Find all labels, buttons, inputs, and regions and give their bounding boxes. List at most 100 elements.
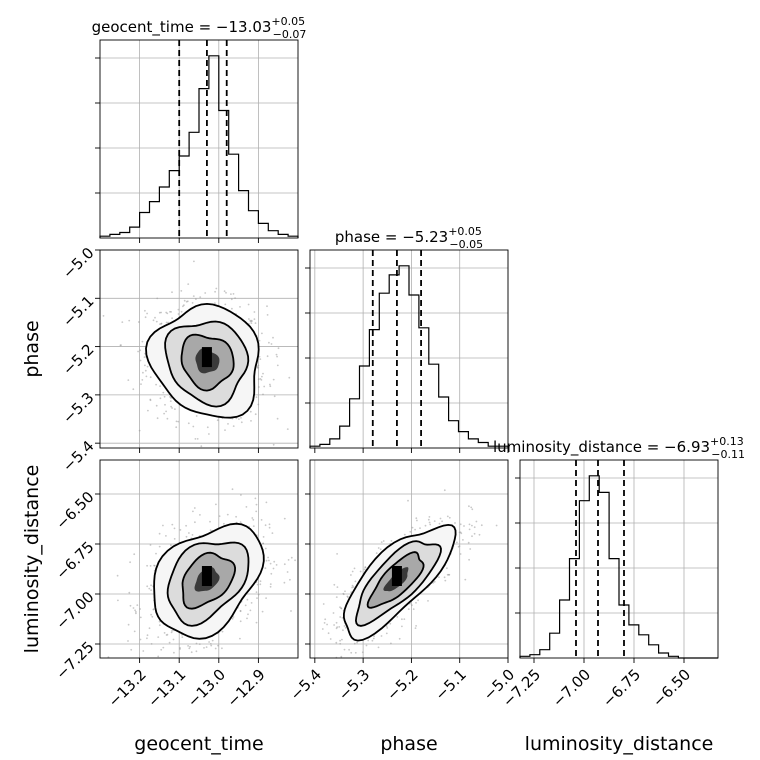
scatter-point [401, 625, 403, 628]
scatter-point [266, 305, 268, 308]
scatter-point [249, 410, 252, 413]
scatter-point [438, 576, 440, 578]
scatter-point [193, 260, 195, 263]
scatter-point [232, 293, 235, 295]
scatter-point [127, 379, 130, 381]
scatter-point [254, 413, 257, 416]
scatter-point [117, 599, 119, 602]
scatter-point [153, 564, 156, 567]
scatter-point [261, 375, 263, 378]
scatter-point [462, 539, 464, 541]
scatter-point [269, 585, 272, 588]
scatter-point [239, 306, 241, 308]
scatter-point [246, 617, 248, 620]
scatter-point [141, 379, 144, 381]
scatter-point [135, 611, 137, 613]
scatter-point [390, 540, 393, 542]
scatter-point [195, 415, 198, 417]
scatter-point [380, 635, 383, 637]
scatter-point [403, 533, 406, 536]
scatter-point [415, 517, 418, 520]
scatter-point [150, 584, 153, 587]
scatter-point [446, 515, 449, 518]
scatter-point [351, 570, 354, 573]
scatter-point [471, 524, 473, 527]
scatter-point [471, 535, 473, 538]
scatter-point [128, 591, 131, 594]
scatter-point [389, 622, 392, 625]
x-tick-label: −6.50 [649, 666, 694, 711]
scatter-point [266, 355, 269, 358]
scatter-point [377, 547, 380, 549]
scatter-point [128, 319, 131, 322]
scatter-point [375, 552, 378, 554]
x-tick-label: −13.1 [144, 666, 189, 711]
scatter-point [433, 520, 436, 522]
scatter-point [261, 610, 264, 613]
scatter-point [171, 317, 174, 320]
scatter-point [209, 529, 212, 532]
scatter-point [240, 421, 243, 424]
scatter-point [346, 595, 349, 598]
scatter-point [265, 559, 268, 562]
panel-frame [99, 459, 299, 659]
scatter-point [247, 613, 249, 616]
scatter-point [427, 600, 429, 602]
scatter-point [159, 323, 161, 325]
scatter-point [266, 314, 269, 316]
scatter-point [107, 656, 110, 658]
scatter-point [173, 651, 175, 654]
scatter-point [273, 395, 276, 398]
scatter-point [174, 408, 176, 410]
scatter-point [208, 641, 211, 643]
scatter-point [443, 489, 446, 492]
scatter-point [144, 316, 147, 319]
scatter-point [269, 562, 272, 565]
scatter-point [283, 517, 286, 520]
scatter-point [146, 634, 149, 637]
scatter-point [155, 320, 158, 323]
scatter-point [129, 561, 132, 564]
scatter-point [208, 433, 210, 435]
scatter-point [433, 580, 436, 583]
scatter-point [169, 310, 171, 313]
scatter-point [163, 412, 166, 415]
scatter-point [211, 639, 214, 642]
scatter-point [155, 552, 157, 555]
scatter-point [162, 391, 165, 394]
scatter-point [232, 616, 235, 618]
scatter-point [177, 308, 180, 311]
scatter-point [419, 527, 421, 529]
scatter-point [287, 559, 290, 561]
scatter-point [343, 648, 346, 651]
scatter-point [175, 426, 178, 429]
scatter-point [414, 528, 416, 531]
scatter-point [221, 630, 224, 633]
scatter-point [170, 631, 173, 634]
scatter-point [214, 302, 216, 305]
scatter-point [327, 632, 330, 635]
scatter-point [471, 508, 474, 511]
scatter-point [180, 310, 183, 313]
scatter-point [367, 639, 370, 642]
scatter-point [244, 604, 247, 607]
scatter-point [342, 592, 345, 595]
scatter-point [235, 515, 238, 518]
scatter-point [441, 520, 443, 523]
scatter-point [252, 518, 255, 521]
scatter-point [149, 376, 152, 379]
scatter-point [192, 295, 195, 297]
scatter-point [165, 321, 168, 324]
panel-frame [519, 459, 719, 659]
scatter-point [290, 556, 293, 559]
scatter-point [260, 379, 263, 381]
scatter-point [458, 531, 461, 534]
scatter-point [396, 616, 399, 618]
scatter-point [132, 388, 135, 391]
scatter-point [238, 418, 240, 420]
scatter-point [150, 589, 153, 591]
scatter-point [149, 544, 152, 546]
y-tick-label: −6.50 [52, 488, 97, 533]
scatter-point [254, 322, 257, 324]
